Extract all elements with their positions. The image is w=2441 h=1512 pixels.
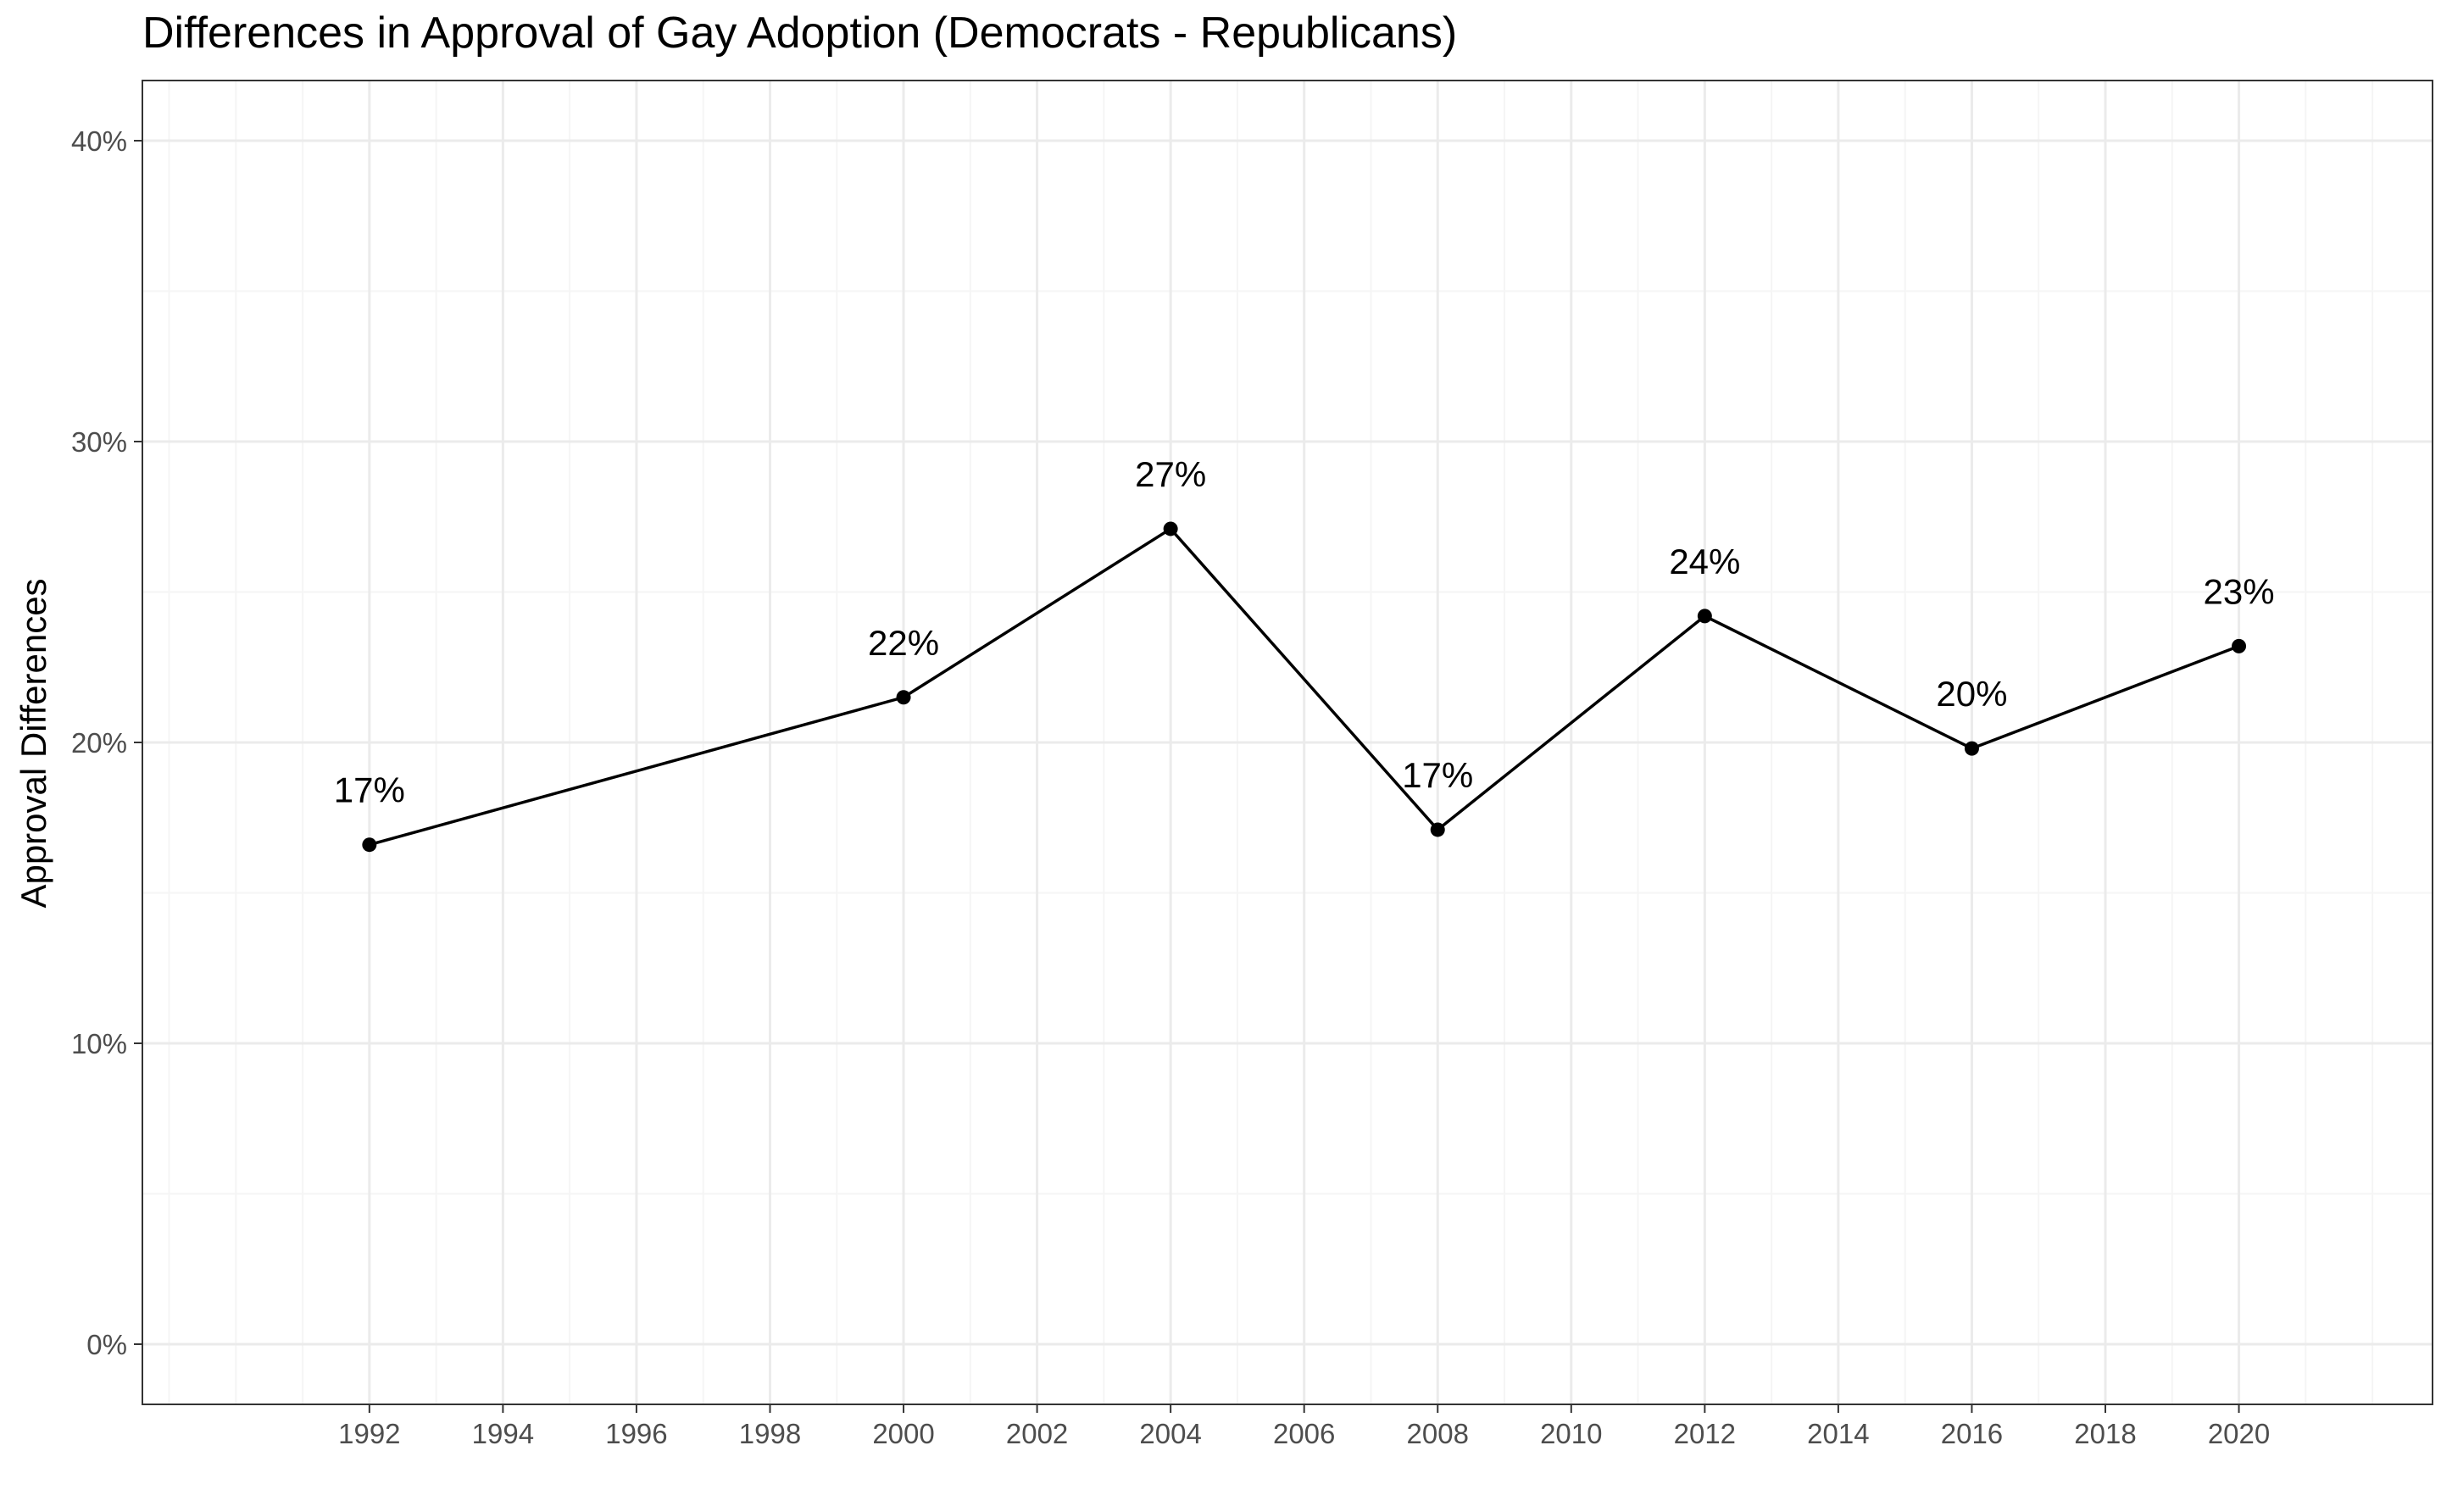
x-tick-label: 2000	[872, 1418, 934, 1449]
data-point	[1163, 521, 1178, 536]
y-tick-label: 0%	[86, 1329, 127, 1360]
x-tick-label: 2006	[1273, 1418, 1335, 1449]
x-tick-label: 1998	[739, 1418, 801, 1449]
x-tick-label: 2014	[1807, 1418, 1869, 1449]
data-point	[362, 837, 377, 853]
data-label: 24%	[1669, 542, 1740, 581]
chart-title: Differences in Approval of Gay Adoption …	[142, 8, 1457, 58]
data-point	[2232, 638, 2247, 653]
data-label: 17%	[334, 770, 405, 810]
data-point	[896, 690, 911, 705]
x-tick-label: 2020	[2208, 1418, 2270, 1449]
y-tick-label: 20%	[71, 727, 127, 759]
data-label: 22%	[868, 623, 939, 663]
plot-area: 0% 10% 20% 30% 40% 1992 1994 1996 1998 2000 2002 20…	[71, 80, 2433, 1449]
x-tick-label: 2010	[1540, 1418, 1602, 1449]
data-label: 20%	[1936, 674, 2007, 714]
x-tick-label: 2008	[1407, 1418, 1469, 1449]
x-tick-label: 2002	[1006, 1418, 1068, 1449]
x-tick-label: 1994	[472, 1418, 534, 1449]
y-tick-label: 40%	[71, 125, 127, 157]
x-tick-label: 2016	[1941, 1418, 2003, 1449]
x-tick-label: 1996	[605, 1418, 667, 1449]
y-axis-label: Approval Differences	[14, 578, 53, 908]
data-label: 17%	[1402, 755, 1473, 795]
x-tick-label: 1992	[338, 1418, 400, 1449]
y-tick-label: 10%	[71, 1028, 127, 1059]
y-tick-label: 30%	[71, 426, 127, 458]
data-point	[1697, 609, 1712, 624]
data-label: 27%	[1135, 454, 1206, 494]
x-tick-label: 2004	[1139, 1418, 1201, 1449]
x-tick-label: 2018	[2074, 1418, 2136, 1449]
data-point	[1430, 822, 1445, 837]
x-tick-label: 2012	[1674, 1418, 1736, 1449]
data-point	[1964, 741, 1979, 756]
data-label: 23%	[2204, 571, 2275, 611]
